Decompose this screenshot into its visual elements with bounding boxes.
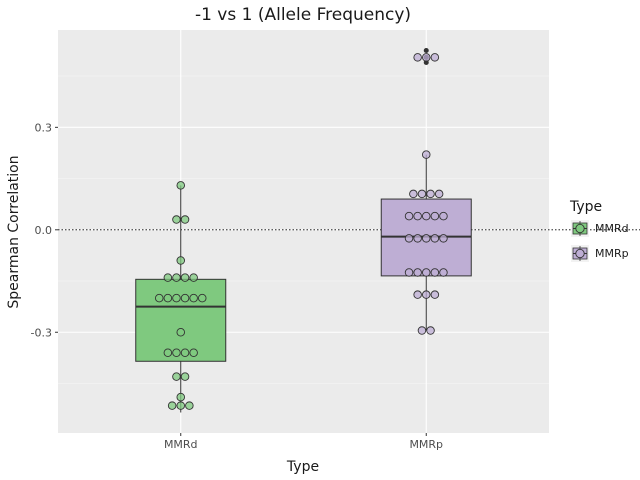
data-point [422,268,431,277]
legend: Type MMRd MMRp [569,199,629,262]
data-point [439,268,448,277]
data-point [172,293,181,303]
data-point [404,268,414,277]
outlier-point [423,47,429,53]
data-point [413,290,422,299]
legend-key-dot [575,223,585,234]
data-point [180,348,190,357]
data-point [172,372,181,381]
data-point [176,256,185,265]
data-point [189,348,198,357]
legend-label: MMRp [595,247,629,260]
data-point [404,234,414,243]
x-tick-label: MMRd [164,438,198,451]
data-point [422,211,431,221]
data-point [189,293,198,303]
data-point [422,234,431,243]
data-point [185,401,194,410]
data-point [163,293,173,303]
x-tick-label: MMRp [409,438,443,451]
data-point [430,268,440,277]
data-point [430,234,440,243]
data-point [409,189,418,199]
data-point [439,234,448,243]
chart-title: -1 vs 1 (Allele Frequency) [195,5,411,25]
legend-key-dot [575,248,585,259]
data-point [413,53,422,62]
data-point [430,211,440,221]
y-tick-label: 0.3 [35,121,53,134]
data-point [422,150,431,159]
data-point [439,211,448,221]
data-point [163,273,173,282]
y-axis: -0.3 0.0 0.3 [31,121,58,339]
data-point [434,189,444,199]
data-point [172,348,181,357]
data-point [413,268,422,277]
data-point [422,53,431,62]
data-point [430,53,440,62]
plot-panel [58,30,549,433]
data-point [413,211,422,221]
y-axis-title: Spearman Correlation [6,155,22,308]
data-point [172,273,181,282]
data-point [154,293,164,303]
data-point [176,181,185,190]
data-point [417,189,427,199]
x-axis-title: Type [286,459,319,475]
data-point [176,328,185,337]
data-point [167,401,177,410]
data-point [180,372,190,381]
data-point [189,273,198,282]
y-tick-label: -0.3 [31,326,52,339]
data-point [422,290,431,299]
x-axis: MMRd MMRp [164,433,443,451]
data-point [426,189,435,199]
data-point [180,273,190,282]
legend-entry-mmrd: MMRd [571,220,629,237]
data-point [163,348,173,357]
data-point [172,215,181,224]
data-point [413,234,422,243]
legend-entry-mmrp: MMRp [571,245,629,262]
data-point [426,326,435,335]
data-point [180,215,190,224]
box-mmrd [135,278,227,362]
points [154,53,448,410]
data-point [197,293,207,303]
data-point [430,290,440,299]
legend-title: Type [569,199,602,215]
legend-label: MMRd [595,222,629,235]
data-point [176,401,185,410]
y-tick-label: 0.0 [35,224,53,237]
data-point [176,392,185,402]
data-point [180,293,190,303]
data-point [417,326,427,335]
data-point [404,211,414,221]
